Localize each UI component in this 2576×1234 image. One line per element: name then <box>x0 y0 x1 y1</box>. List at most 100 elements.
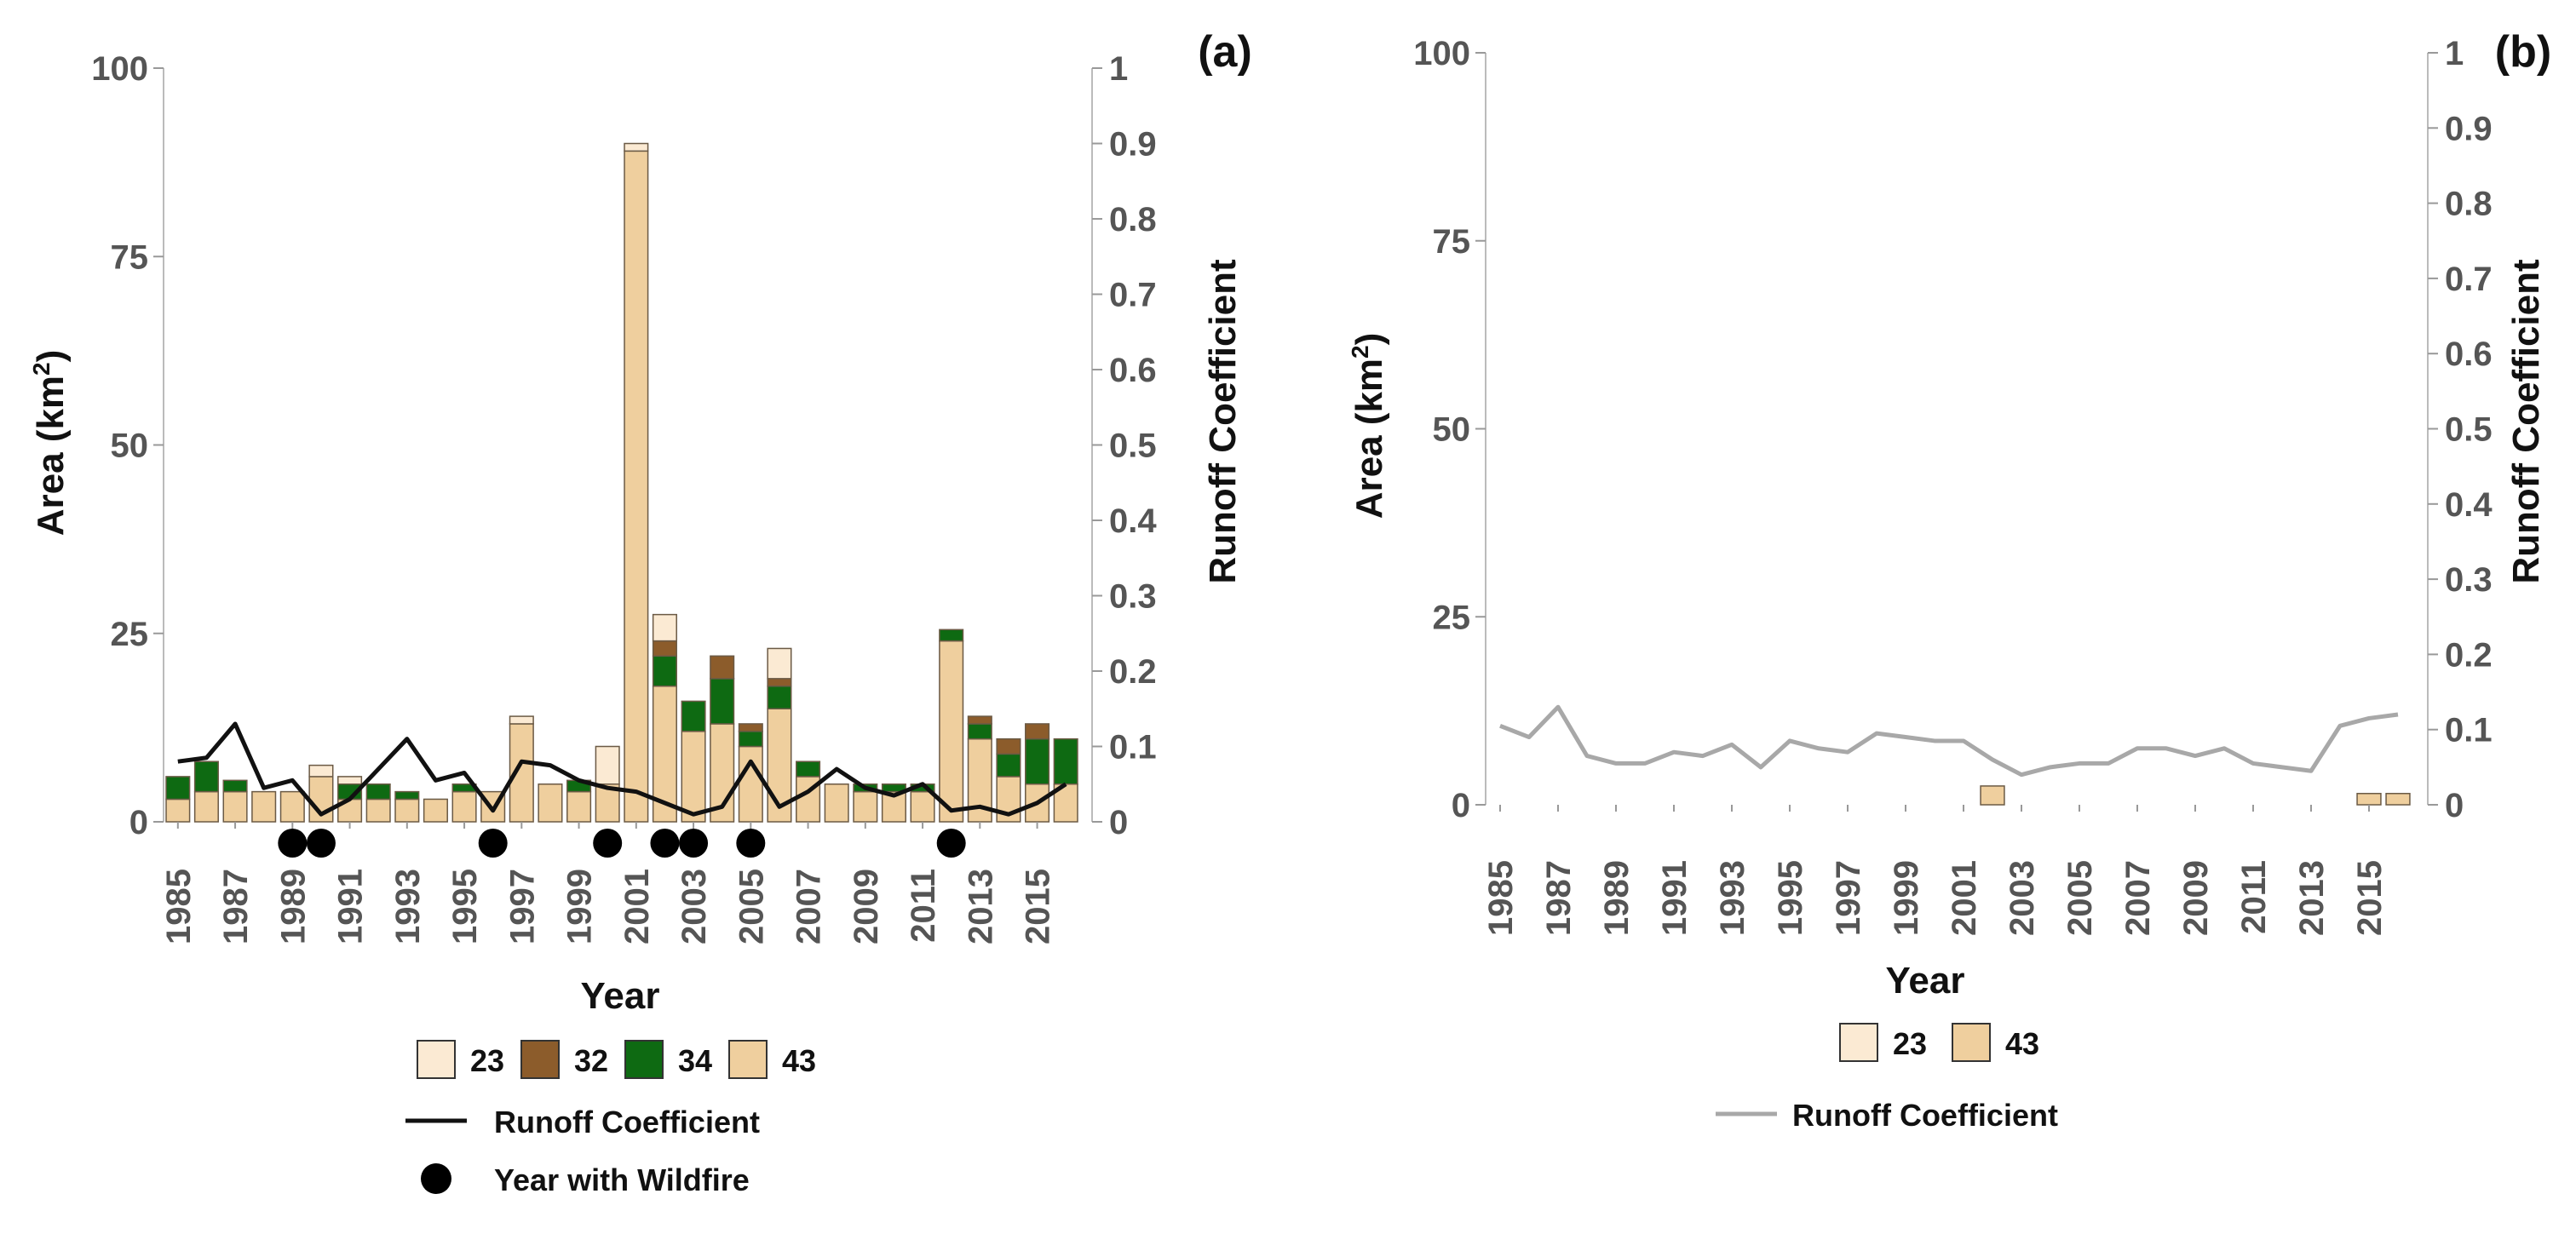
bar-segment-43-2002 <box>1980 785 2005 806</box>
bar-segment-43-2003 <box>681 731 706 823</box>
wildfire-marker-1990 <box>306 829 336 858</box>
left-tick-label: 100 <box>1413 35 1470 72</box>
bar-segment-34-1985 <box>165 776 191 801</box>
bar-segment-34-2013 <box>967 723 992 740</box>
bar-segment-34-2014 <box>996 753 1021 778</box>
bar-segment-32-2014 <box>996 738 1021 755</box>
x-tick-label: 2011 <box>2235 860 2273 934</box>
bar-segment-23-2000 <box>595 745 620 785</box>
bar-segment-32-2013 <box>967 715 992 725</box>
x-tick-label: 1989 <box>274 869 312 944</box>
legend-a-swatch-23 <box>417 1040 456 1079</box>
x-tick-label: 2005 <box>2061 860 2099 936</box>
bar-segment-34-1987 <box>222 779 248 793</box>
x-tick-label: 2013 <box>962 869 999 944</box>
right-tick-label: 0.2 <box>1109 653 1157 691</box>
bar-segment-43-2012 <box>939 640 964 823</box>
bar-segment-43-1985 <box>165 798 191 823</box>
legend-a-swatch-34 <box>624 1040 664 1079</box>
right-tick-label: 0.9 <box>2445 110 2493 147</box>
bar-segment-34-2006 <box>767 685 792 710</box>
bar-segment-34-2005 <box>738 731 763 748</box>
right-tick-label: 0.1 <box>1109 729 1157 766</box>
bar-segment-43-2015 <box>2356 793 2382 806</box>
left-tick-label: 0 <box>129 804 148 841</box>
panel-a-x-axis-title: Year <box>581 975 660 1017</box>
x-tick-label: 1985 <box>1482 860 1520 936</box>
right-tick-label: 0.4 <box>2445 486 2493 524</box>
panel-a: (a) Area (km2) Runoff Coefficient Year 0… <box>28 27 1252 1197</box>
bar-segment-34-2007 <box>796 760 821 778</box>
right-tick-label: 0.8 <box>1109 201 1157 238</box>
x-tick-label: 1993 <box>389 869 427 944</box>
bar-segment-43-2009 <box>853 790 878 823</box>
legend-a-label-23: 23 <box>470 1043 504 1078</box>
panel-a-label: (a) <box>1198 27 1252 77</box>
legend-a-label-32: 32 <box>574 1043 608 1078</box>
bar-segment-34-2015 <box>1025 738 1050 785</box>
x-tick-label: 2005 <box>733 869 770 944</box>
right-tick-label: 0 <box>1109 804 1128 841</box>
panel-a-runoff-line <box>177 721 1067 817</box>
wildfire-marker-2003 <box>679 829 709 858</box>
bar-segment-34-2003 <box>681 700 706 732</box>
legend-a-runoff-label: Runoff Coefficient <box>494 1105 760 1139</box>
legend-a-swatch-32 <box>520 1040 560 1079</box>
panel-b-bars <box>1980 785 2411 806</box>
legend-b-runoff-label: Runoff Coefficient <box>1792 1098 2058 1133</box>
right-tick-label: 0.5 <box>1109 428 1157 465</box>
bar-segment-43-2005 <box>738 745 763 823</box>
bar-segment-43-1987 <box>222 790 248 823</box>
left-tick-label: 75 <box>1433 223 1471 261</box>
wildfire-marker-1989 <box>278 829 308 858</box>
bar-segment-43-1993 <box>394 798 420 823</box>
right-tick-label: 0.3 <box>1109 578 1157 616</box>
bar-segment-43-1994 <box>423 798 448 823</box>
bar-segment-43-1986 <box>193 790 219 823</box>
legend-a-wildfire-label: Year with Wildfire <box>494 1162 750 1197</box>
right-tick-label: 0.2 <box>2445 636 2493 674</box>
right-tick-label: 0.7 <box>2445 261 2493 298</box>
bar-segment-43-1995 <box>451 790 477 823</box>
right-tick-label: 1 <box>1109 50 1128 88</box>
legend-b-label-23: 23 <box>1893 1026 1927 1061</box>
panel-a-right-axis-title: Runoff Coefficient <box>1202 259 1244 584</box>
panel-b-x-axis-title: Year <box>1886 960 1965 1002</box>
x-tick-label: 1995 <box>446 869 484 944</box>
bar-segment-32-2006 <box>767 678 792 687</box>
x-tick-label: 1991 <box>332 869 370 944</box>
panel-b-right-axis-title: Runoff Coefficient <box>2505 259 2547 584</box>
left-tick-label: 50 <box>111 428 149 465</box>
x-tick-label: 2009 <box>848 869 885 944</box>
bar-segment-23-2006 <box>767 647 792 680</box>
panel-a-wildfire-markers <box>278 829 966 858</box>
legend-b-swatch-43 <box>1952 1023 1991 1062</box>
left-tick-label: 0 <box>1452 787 1470 824</box>
bar-segment-32-2004 <box>710 655 735 680</box>
x-tick-label: 2001 <box>618 869 656 944</box>
panel-b: (b) Area (km2) Runoff Coefficient Year 0… <box>1347 27 2551 1133</box>
x-tick-label: 2013 <box>2293 860 2331 936</box>
bar-segment-43-2011 <box>910 790 935 823</box>
bar-segment-23-1991 <box>337 776 363 785</box>
panel-b-runoff-line <box>1499 704 2399 778</box>
right-tick-label: 0.5 <box>2445 411 2493 449</box>
x-tick-label: 2009 <box>2177 860 2215 936</box>
bar-segment-43-1998 <box>538 783 563 823</box>
x-tick-label: 1991 <box>1656 860 1693 936</box>
bar-segment-43-1989 <box>279 790 305 823</box>
bar-segment-23-1990 <box>308 764 334 778</box>
panel-b-left-axis-title: Area (km2) <box>1347 333 1390 519</box>
x-tick-label: 2003 <box>676 869 713 944</box>
x-tick-label: 1997 <box>503 869 541 944</box>
bar-segment-43-2016 <box>2385 793 2411 806</box>
runoff-coefficient-line <box>1499 704 2399 778</box>
panel-b-legend: 23 43 Runoff Coefficient <box>1716 1023 2058 1133</box>
x-tick-label: 2015 <box>2351 860 2389 936</box>
panel-a-legend: 23 32 34 43 Runoff Coefficient Year with… <box>405 1040 816 1197</box>
x-tick-label: 2003 <box>2004 860 2041 936</box>
bar-segment-34-2004 <box>710 678 735 725</box>
x-tick-label: 1995 <box>1772 860 1809 936</box>
wildfire-marker-2000 <box>593 829 623 858</box>
